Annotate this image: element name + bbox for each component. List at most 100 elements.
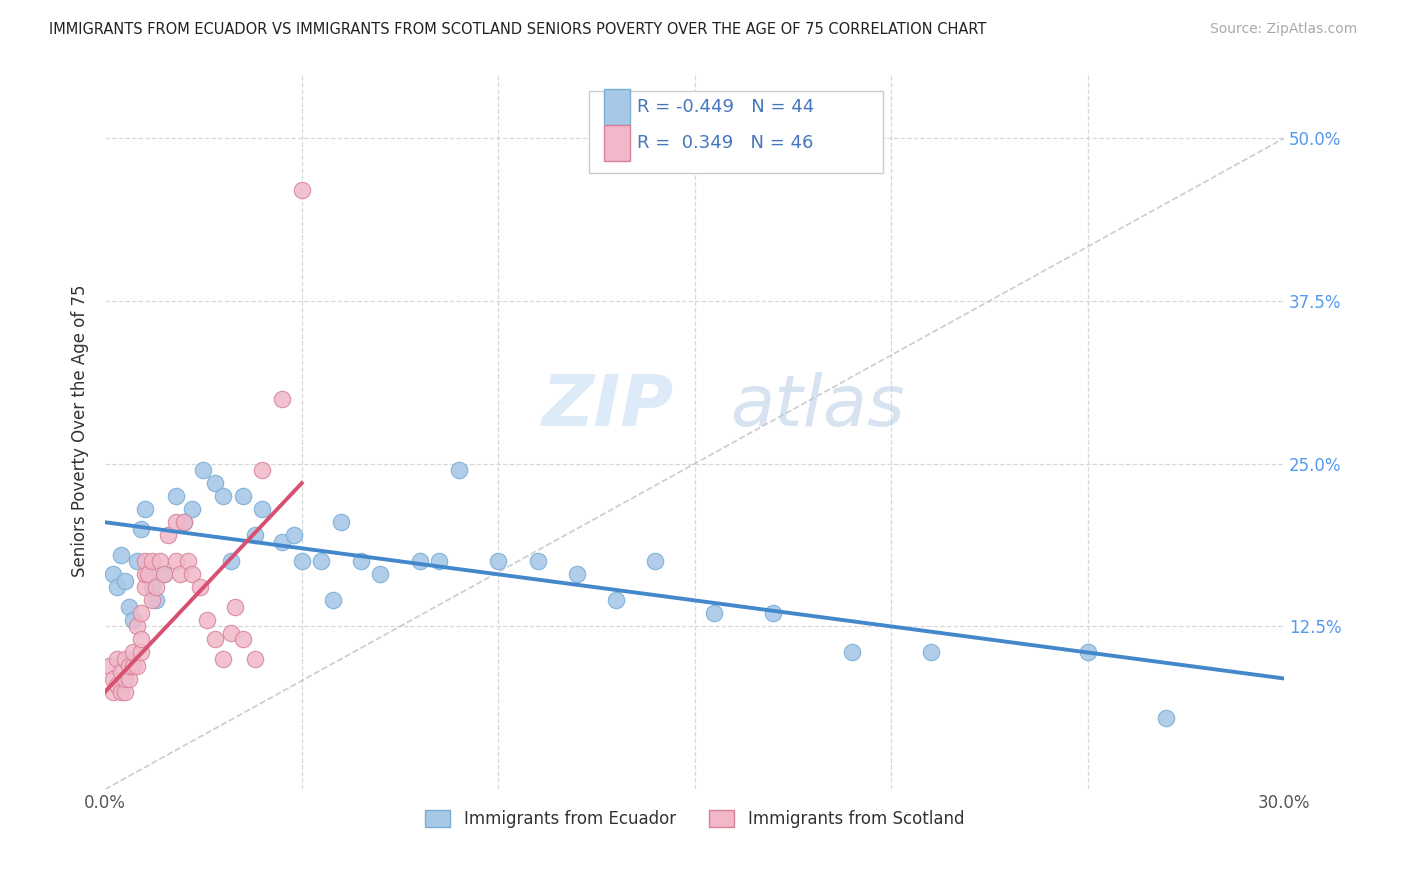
Point — [212, 489, 235, 503]
Point — [243, 652, 266, 666]
Point — [110, 684, 132, 698]
Point — [114, 684, 136, 698]
FancyBboxPatch shape — [605, 88, 630, 125]
Point — [180, 567, 202, 582]
Text: atlas: atlas — [730, 372, 904, 441]
Point — [169, 567, 191, 582]
Point — [224, 599, 246, 614]
Point — [219, 626, 242, 640]
Point — [177, 554, 200, 568]
Point — [138, 567, 160, 582]
Point — [565, 567, 588, 582]
Point — [212, 652, 235, 666]
Text: R = -0.449   N = 44: R = -0.449 N = 44 — [637, 97, 814, 116]
Text: IMMIGRANTS FROM ECUADOR VS IMMIGRANTS FROM SCOTLAND SENIORS POVERTY OVER THE AGE: IMMIGRANTS FROM ECUADOR VS IMMIGRANTS FR… — [49, 22, 987, 37]
Point — [1077, 645, 1099, 659]
Point — [291, 183, 314, 197]
Point — [165, 489, 187, 503]
Point — [311, 554, 333, 568]
Point — [134, 502, 156, 516]
Point — [1156, 710, 1178, 724]
Point — [118, 599, 141, 614]
Point — [121, 645, 143, 659]
Point — [232, 632, 254, 647]
Point — [219, 554, 242, 568]
Text: R =  0.349   N = 46: R = 0.349 N = 46 — [637, 134, 813, 153]
Point — [703, 607, 725, 621]
Point — [129, 522, 152, 536]
Point — [110, 665, 132, 679]
Point — [129, 645, 152, 659]
Point — [114, 574, 136, 588]
Point — [110, 548, 132, 562]
Point — [841, 645, 863, 659]
Point — [408, 554, 430, 568]
Point — [153, 567, 176, 582]
Point — [114, 672, 136, 686]
Point — [149, 554, 172, 568]
Point — [141, 580, 163, 594]
Point — [101, 567, 124, 582]
FancyBboxPatch shape — [589, 91, 883, 173]
Point — [129, 632, 152, 647]
FancyBboxPatch shape — [605, 125, 630, 161]
Point — [125, 619, 148, 633]
Point — [447, 463, 470, 477]
Point — [101, 672, 124, 686]
Point — [193, 463, 215, 477]
Point — [105, 678, 128, 692]
Point — [134, 554, 156, 568]
Point — [141, 593, 163, 607]
Point — [145, 593, 167, 607]
Text: ZIP: ZIP — [541, 372, 673, 441]
Point — [370, 567, 392, 582]
Point — [118, 672, 141, 686]
Point — [98, 658, 121, 673]
Point — [350, 554, 373, 568]
Point — [180, 502, 202, 516]
Point — [165, 554, 187, 568]
Text: Source: ZipAtlas.com: Source: ZipAtlas.com — [1209, 22, 1357, 37]
Point — [526, 554, 548, 568]
Y-axis label: Seniors Poverty Over the Age of 75: Seniors Poverty Over the Age of 75 — [72, 285, 89, 577]
Point — [165, 515, 187, 529]
Point — [105, 580, 128, 594]
Point — [330, 515, 353, 529]
Point — [157, 528, 180, 542]
Point — [129, 607, 152, 621]
Point — [134, 580, 156, 594]
Point — [188, 580, 211, 594]
Legend: Immigrants from Ecuador, Immigrants from Scotland: Immigrants from Ecuador, Immigrants from… — [419, 803, 970, 835]
Point — [118, 658, 141, 673]
Point — [134, 567, 156, 582]
Point — [271, 392, 294, 406]
Point — [486, 554, 509, 568]
Point — [204, 476, 226, 491]
Point — [283, 528, 305, 542]
Point — [204, 632, 226, 647]
Point — [644, 554, 666, 568]
Point — [173, 515, 195, 529]
Point — [197, 613, 219, 627]
Point — [427, 554, 450, 568]
Point — [145, 580, 167, 594]
Point — [114, 652, 136, 666]
Point — [101, 684, 124, 698]
Point — [243, 528, 266, 542]
Point — [605, 593, 627, 607]
Point — [121, 613, 143, 627]
Point — [252, 502, 274, 516]
Point — [252, 463, 274, 477]
Point — [125, 658, 148, 673]
Point — [125, 554, 148, 568]
Point — [322, 593, 344, 607]
Point — [291, 554, 314, 568]
Point — [762, 607, 785, 621]
Point — [105, 652, 128, 666]
Point — [153, 567, 176, 582]
Point — [121, 658, 143, 673]
Point — [271, 534, 294, 549]
Point — [141, 554, 163, 568]
Point — [920, 645, 942, 659]
Point — [173, 515, 195, 529]
